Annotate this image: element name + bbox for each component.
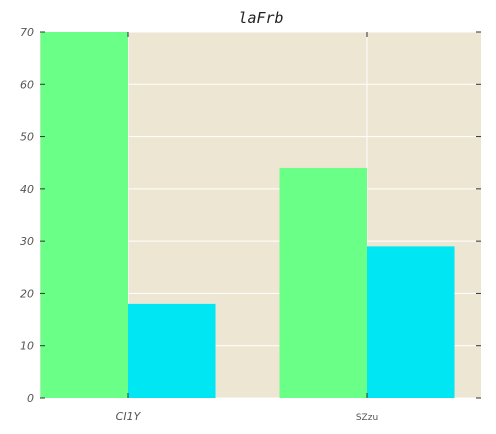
y-tick-label: 50: [20, 131, 34, 144]
x-axis: CI1Y SZzu: [116, 32, 378, 423]
chart-title: laFrb: [238, 9, 283, 27]
bar-szzu-series-2: [367, 246, 455, 398]
y-axis: 0 10 20 30 40 50 60 70: [20, 26, 481, 405]
bar-szzu-series-1: [279, 167, 367, 398]
y-tick-label: 20: [20, 287, 34, 300]
y-tick-label: 10: [20, 340, 34, 353]
bars-group: [40, 32, 455, 398]
bar-ci1y-series-2: [128, 303, 216, 398]
x-tick-label: SZzu: [356, 413, 378, 423]
y-tick-label: 40: [20, 183, 34, 196]
y-tick-label: 60: [20, 78, 34, 91]
y-tick-label: 0: [27, 392, 34, 405]
x-tick-label: CI1Y: [116, 410, 142, 423]
y-tick-label: 70: [20, 26, 34, 39]
bar-ci1y-series-1: [40, 32, 128, 398]
y-tick-label: 30: [20, 235, 34, 248]
